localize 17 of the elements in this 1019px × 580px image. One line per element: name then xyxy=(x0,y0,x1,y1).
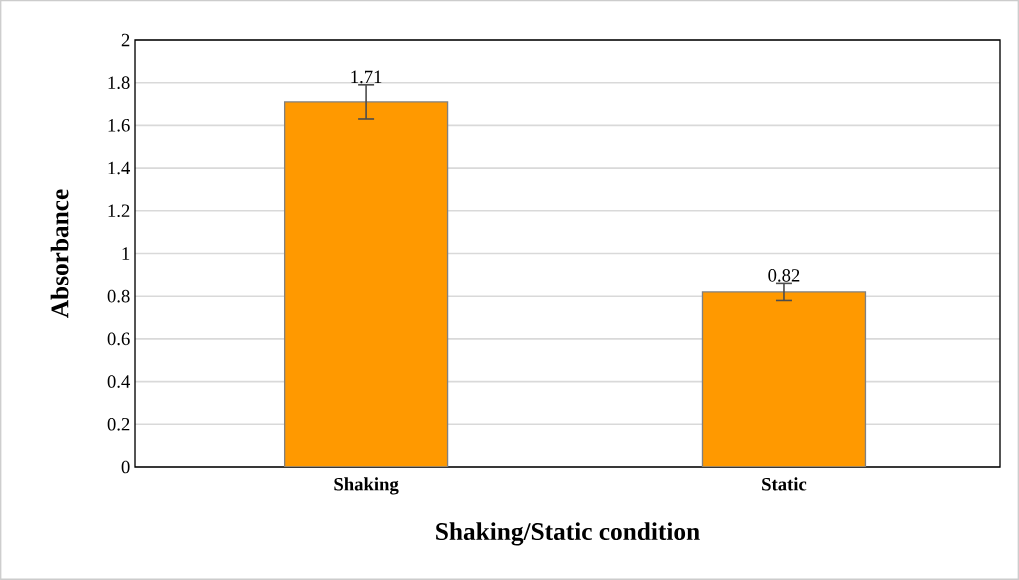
y-tick-label: 1.8 xyxy=(108,76,130,90)
y-tick-label: 0.8 xyxy=(107,289,130,303)
y-tick-label: 0.6 xyxy=(107,332,130,346)
y-tick-label: 0.4 xyxy=(107,375,131,388)
x-axis-title: Shaking/Static condition xyxy=(436,522,700,546)
y-tick-label: 1.6 xyxy=(108,119,130,132)
data-label: 0.82 xyxy=(768,269,800,282)
y-tick-label: 2 xyxy=(121,33,130,47)
y-tick-label: 1.4 xyxy=(108,161,131,175)
y-tick-label: 1.2 xyxy=(108,204,130,218)
x-tick-label: Shaking xyxy=(334,477,399,495)
x-tick-label: Static xyxy=(762,477,807,491)
y-tick-label: 1 xyxy=(122,247,130,260)
y-axis-title: Absorbance xyxy=(50,189,69,318)
y-tick-label: 0 xyxy=(121,460,130,474)
y-tick-label: 0.2 xyxy=(107,417,130,431)
data-label: 1.71 xyxy=(351,70,382,84)
